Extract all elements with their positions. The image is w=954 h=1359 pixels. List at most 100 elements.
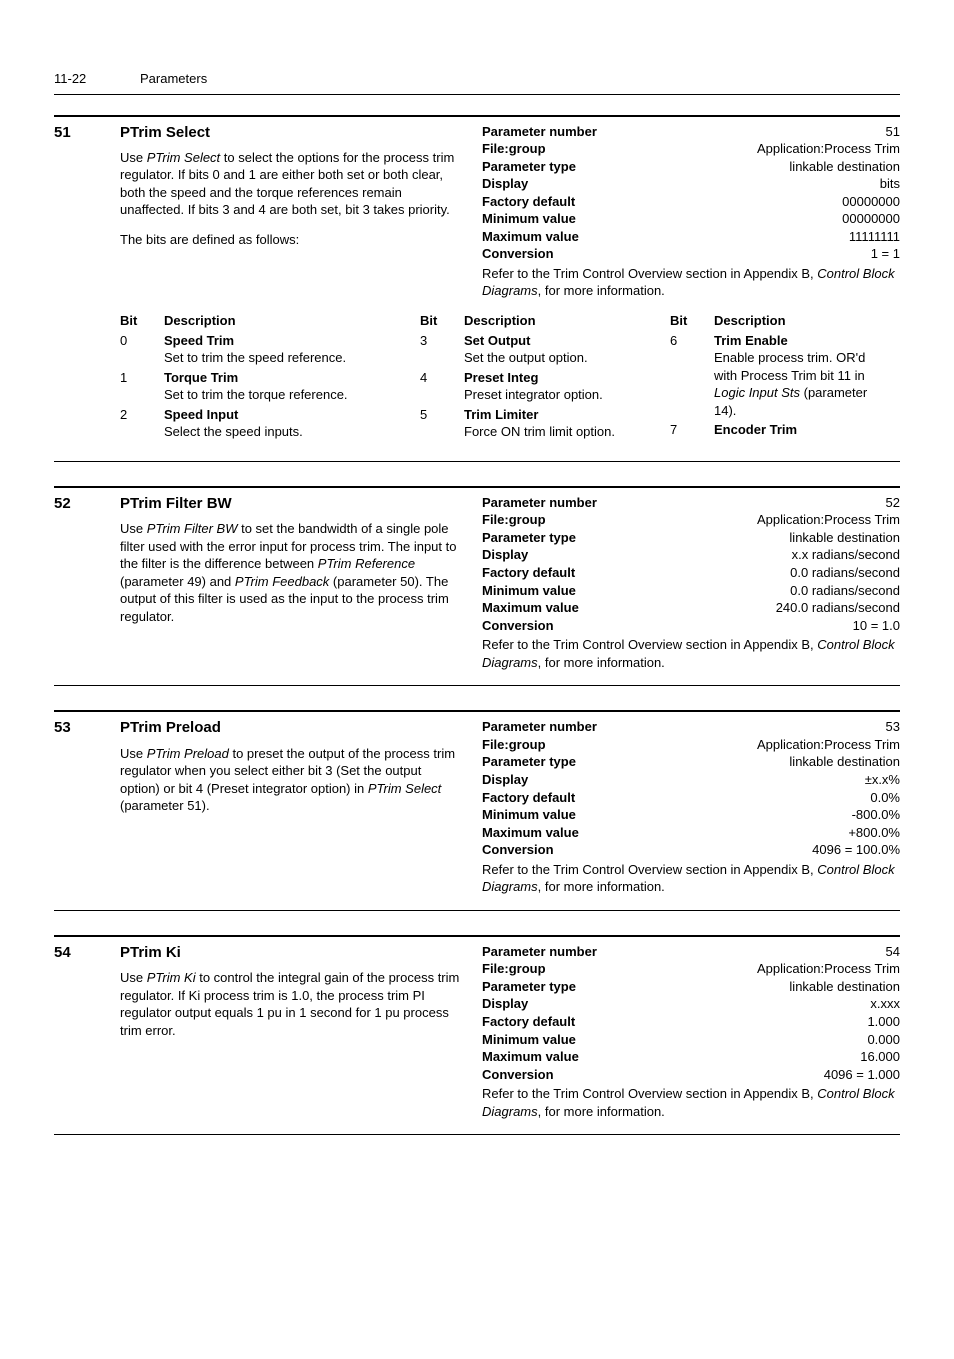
prop-note: Refer to the Trim Control Overview secti… [482,265,900,300]
bit-number: 7 [670,421,714,439]
bit-row: 4Preset IntegPreset integrator option. [420,369,670,404]
prop-label: Minimum value [482,582,576,600]
prop-row: Parameter typelinkable destination [482,529,900,547]
prop-row: Parameter number51 [482,123,900,141]
prop-row: File:groupApplication:Process Trim [482,140,900,158]
bit-row: 0Speed TrimSet to trim the speed referen… [120,332,420,367]
prop-label: File:group [482,960,546,978]
prop-value: 0.0% [575,789,900,807]
prop-note: Refer to the Trim Control Overview secti… [482,861,900,896]
parameter-section: 51PTrim SelectUse PTrim Select to select… [54,115,900,462]
bit-desc: Trim EnableEnable process trim. OR'd wit… [714,332,900,420]
prop-row: Factory default00000000 [482,193,900,211]
prop-value: -800.0% [576,806,900,824]
prop-value: 4096 = 1.000 [554,1066,900,1084]
prop-row: Maximum value16.000 [482,1048,900,1066]
bit-desc: Set OutputSet the output option. [464,332,670,367]
prop-label: Maximum value [482,599,579,617]
prop-label: Parameter number [482,943,597,961]
desc-header: Description [164,312,420,330]
prop-row: Parameter number54 [482,943,900,961]
prop-label: Display [482,995,528,1013]
prop-value: Application:Process Trim [546,736,900,754]
param-properties: Parameter number54File:groupApplication:… [482,943,900,1083]
prop-label: Conversion [482,245,554,263]
prop-value: x.xxx [528,995,900,1013]
prop-row: Factory default0.0% [482,789,900,807]
parameter-section: 54PTrim KiUse PTrim Ki to control the in… [54,935,900,1135]
bit-name: Trim Limiter [464,406,660,424]
prop-note: Refer to the Trim Control Overview secti… [482,636,900,671]
prop-note: Refer to the Trim Control Overview secti… [482,1085,900,1120]
bit-text: Force ON trim limit option. [464,423,660,441]
prop-row: Displayx.xxx [482,995,900,1013]
param-properties: Parameter number52File:groupApplication:… [482,494,900,634]
param-description: Use PTrim Select to select the options f… [120,149,462,219]
bit-desc: Torque TrimSet to trim the torque refere… [164,369,420,404]
prop-label: Conversion [482,617,554,635]
prop-value: bits [528,175,900,193]
prop-value: 0.0 radians/second [576,582,900,600]
page-title: Parameters [140,70,207,88]
bit-row: 7Encoder Trim [670,421,900,439]
prop-row: Parameter number53 [482,718,900,736]
bit-name: Torque Trim [164,369,410,387]
prop-row: Parameter typelinkable destination [482,753,900,771]
desc-header: Description [464,312,670,330]
prop-label: Parameter number [482,123,597,141]
prop-row: Minimum value0.0 radians/second [482,582,900,600]
prop-value: 52 [597,494,900,512]
desc-header: Description [714,312,900,330]
prop-value: Application:Process Trim [546,960,900,978]
bit-text: Select the speed inputs. [164,423,410,441]
bit-number: 0 [120,332,164,367]
bit-name: Trim Enable [714,332,890,350]
param-description: Use PTrim Preload to preset the output o… [120,745,462,815]
prop-label: Conversion [482,1066,554,1084]
prop-value: 53 [597,718,900,736]
param-number: 52 [54,494,120,677]
param-description: Use PTrim Ki to control the integral gai… [120,969,462,1039]
bit-number: 1 [120,369,164,404]
bit-number: 3 [420,332,464,367]
prop-label: Factory default [482,564,575,582]
prop-label: Parameter type [482,978,576,996]
prop-value: linkable destination [576,158,900,176]
prop-row: File:groupApplication:Process Trim [482,511,900,529]
prop-value: 0.0 radians/second [575,564,900,582]
prop-row: Conversion10 = 1.0 [482,617,900,635]
prop-label: Minimum value [482,210,576,228]
prop-value: 4096 = 100.0% [554,841,900,859]
prop-row: Conversion4096 = 1.000 [482,1066,900,1084]
prop-label: File:group [482,511,546,529]
prop-label: Parameter type [482,753,576,771]
prop-row: Factory default0.0 radians/second [482,564,900,582]
bit-header: Bit [670,312,714,330]
prop-row: Conversion4096 = 100.0% [482,841,900,859]
bit-header: Bit [420,312,464,330]
prop-label: Minimum value [482,1031,576,1049]
param-description-2: The bits are defined as follows: [120,231,462,249]
param-title: PTrim Filter BW [120,494,462,514]
prop-value: 16.000 [579,1048,900,1066]
param-title: PTrim Ki [120,943,462,963]
bit-row: 3Set OutputSet the output option. [420,332,670,367]
bit-desc: Speed TrimSet to trim the speed referenc… [164,332,420,367]
prop-value: linkable destination [576,529,900,547]
prop-value: 10 = 1.0 [554,617,900,635]
prop-value: 11111111 [579,228,900,246]
prop-value: linkable destination [576,978,900,996]
prop-label: Parameter number [482,494,597,512]
prop-value: linkable destination [576,753,900,771]
prop-value: 00000000 [576,210,900,228]
prop-label: Parameter type [482,529,576,547]
bit-name: Speed Input [164,406,410,424]
prop-value: ±x.x% [528,771,900,789]
prop-row: Maximum value240.0 radians/second [482,599,900,617]
param-title: PTrim Preload [120,718,462,738]
bit-col-header: BitDescription [670,312,900,330]
param-number: 53 [54,718,120,901]
bit-name: Speed Trim [164,332,410,350]
prop-row: Minimum value-800.0% [482,806,900,824]
prop-label: Minimum value [482,806,576,824]
